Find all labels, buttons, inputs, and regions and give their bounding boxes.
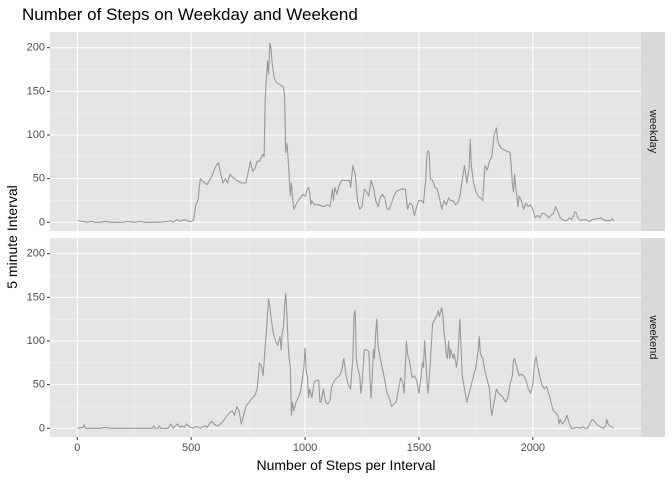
y-axis-weekend: 0 50 100 150 200 (27, 248, 50, 434)
x-tick-label: 1500 (407, 442, 431, 454)
y-tick-label: 0 (39, 422, 45, 434)
y-tick-label: 50 (33, 379, 45, 391)
chart-title: Number of Steps on Weekday and Weekend (22, 5, 358, 24)
series-line-weekend (77, 292, 615, 429)
facet-strip-weekend (641, 238, 665, 437)
facet-panel-weekend: weekend (50, 238, 665, 437)
y-tick-label: 0 (39, 216, 45, 228)
x-tick-label: 1000 (293, 442, 317, 454)
facet-panels: weekday weekend (50, 32, 665, 437)
y-tick-label: 50 (33, 173, 45, 185)
panel-background (50, 32, 641, 231)
y-tick-label: 200 (27, 248, 45, 260)
y-axes: 0 50 100 150 200 0 50 100 150 200 (27, 42, 50, 434)
x-axis: 0 500 1000 1500 2000 (74, 437, 545, 454)
facet-strip-label: weekend (647, 314, 659, 359)
x-tick-label: 500 (182, 442, 200, 454)
y-tick-label: 150 (27, 85, 45, 97)
panel-background (50, 238, 641, 437)
y-tick-label: 150 (27, 291, 45, 303)
x-tick-label: 2000 (521, 442, 545, 454)
y-tick-label: 100 (27, 129, 45, 141)
x-tick-label: 0 (74, 442, 80, 454)
facet-strip-label: weekday (647, 109, 659, 154)
y-axis-weekday: 0 50 100 150 200 (27, 42, 50, 228)
series-line-weekday (77, 42, 615, 223)
x-axis-title: Number of Steps per Interval (257, 457, 436, 473)
y-tick-label: 200 (27, 42, 45, 54)
y-axis-title: 5 minute Interval (4, 185, 20, 289)
y-tick-label: 100 (27, 335, 45, 347)
facet-panel-weekday: weekday (50, 32, 665, 231)
facet-strip-weekday (641, 32, 665, 231)
